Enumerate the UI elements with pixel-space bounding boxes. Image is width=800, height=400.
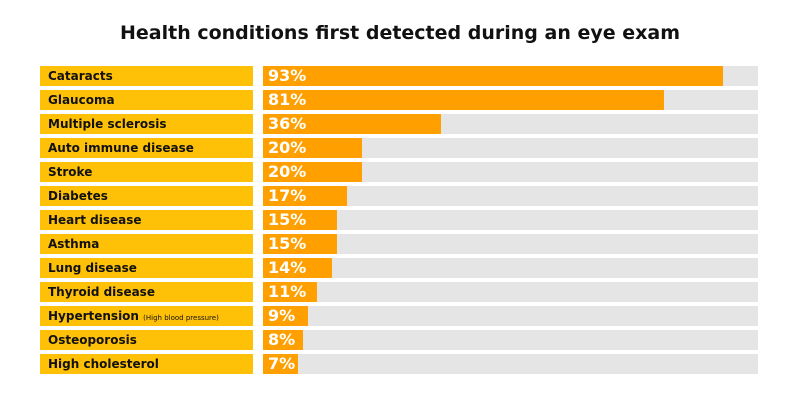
bar-row: Hypertension (High blood pressure) 9% xyxy=(40,306,758,326)
category-label-text: Thyroid disease xyxy=(48,285,155,299)
category-label: Glaucoma xyxy=(40,90,253,110)
bar xyxy=(263,114,441,134)
bar-row: Asthma 15% xyxy=(40,234,758,254)
category-label: Thyroid disease xyxy=(40,282,253,302)
bar xyxy=(263,90,664,110)
value-label: 20% xyxy=(268,162,307,181)
bar-row: Glaucoma 81% xyxy=(40,90,758,110)
category-label-text: Heart disease xyxy=(48,213,142,227)
value-label: 8% xyxy=(268,330,296,349)
bar-track: 15% xyxy=(263,210,758,230)
bar-row: Lung disease 14% xyxy=(40,258,758,278)
value-label: 15% xyxy=(268,234,307,253)
category-label-text: Auto immune disease xyxy=(48,141,194,155)
bar-track: 14% xyxy=(263,258,758,278)
category-label-text: High cholesterol xyxy=(48,357,159,371)
value-label: 9% xyxy=(268,306,296,325)
bar xyxy=(263,234,337,254)
value-label: 93% xyxy=(268,66,307,85)
category-label: Osteoporosis xyxy=(40,330,253,350)
category-label: Hypertension (High blood pressure) xyxy=(40,306,253,326)
category-label-text: Glaucoma xyxy=(48,93,115,107)
category-label-text: Hypertension xyxy=(48,309,139,323)
bar-track: 36% xyxy=(263,114,758,134)
bar-row: Cataracts 93% xyxy=(40,66,758,86)
value-label: 15% xyxy=(268,210,307,229)
bar xyxy=(263,66,723,86)
value-label: 36% xyxy=(268,114,307,133)
category-label: Heart disease xyxy=(40,210,253,230)
bar-row: Multiple sclerosis 36% xyxy=(40,114,758,134)
bar-track: 15% xyxy=(263,234,758,254)
category-label: Stroke xyxy=(40,162,253,182)
category-label: High cholesterol xyxy=(40,354,253,374)
bar xyxy=(263,258,332,278)
bar-row: Thyroid disease 11% xyxy=(40,282,758,302)
chart-title: Health conditions first detected during … xyxy=(119,22,680,44)
bar xyxy=(263,354,298,374)
category-label-text: Multiple sclerosis xyxy=(48,117,167,131)
bar-track: 93% xyxy=(263,66,758,86)
value-label: 14% xyxy=(268,258,307,277)
bar xyxy=(263,282,317,302)
bar-row: Auto immune disease 20% xyxy=(40,138,758,158)
category-label: Diabetes xyxy=(40,186,253,206)
category-label-text: Cataracts xyxy=(48,69,113,83)
value-label: 11% xyxy=(268,282,307,301)
bar-row: Osteoporosis 8% xyxy=(40,330,758,350)
bar-track: 7% xyxy=(263,354,758,374)
category-label-text: Stroke xyxy=(48,165,93,179)
category-label: Lung disease xyxy=(40,258,253,278)
bar-row: Diabetes 17% xyxy=(40,186,758,206)
bar xyxy=(263,330,303,350)
value-label: 20% xyxy=(268,138,307,157)
value-label: 17% xyxy=(268,186,307,205)
category-label-text: Osteoporosis xyxy=(48,333,137,347)
bar xyxy=(263,210,337,230)
bar-track: 20% xyxy=(263,162,758,182)
bar-track: 20% xyxy=(263,138,758,158)
category-label-text: Asthma xyxy=(48,237,100,251)
bar-track: 11% xyxy=(263,282,758,302)
bar-row: Stroke 20% xyxy=(40,162,758,182)
category-label: Auto immune disease xyxy=(40,138,253,158)
category-label-note: (High blood pressure) xyxy=(143,314,219,322)
bar xyxy=(263,186,347,206)
bar-track: 8% xyxy=(263,330,758,350)
bar-track: 9% xyxy=(263,306,758,326)
value-label: 81% xyxy=(268,90,307,109)
category-label-text: Lung disease xyxy=(48,261,137,275)
category-label-text: Diabetes xyxy=(48,189,108,203)
bar xyxy=(263,138,362,158)
value-label: 7% xyxy=(268,354,296,373)
bar-row: Heart disease 15% xyxy=(40,210,758,230)
bar-track: 81% xyxy=(263,90,758,110)
bar-chart: Cataracts 93% Glaucoma 81% Multiple sclerosi… xyxy=(40,66,758,378)
bar xyxy=(263,162,362,182)
category-label: Multiple sclerosis xyxy=(40,114,253,134)
category-label: Cataracts xyxy=(40,66,253,86)
category-label: Asthma xyxy=(40,234,253,254)
bar xyxy=(263,306,308,326)
bar-track: 17% xyxy=(263,186,758,206)
bar-row: High cholesterol 7% xyxy=(40,354,758,374)
